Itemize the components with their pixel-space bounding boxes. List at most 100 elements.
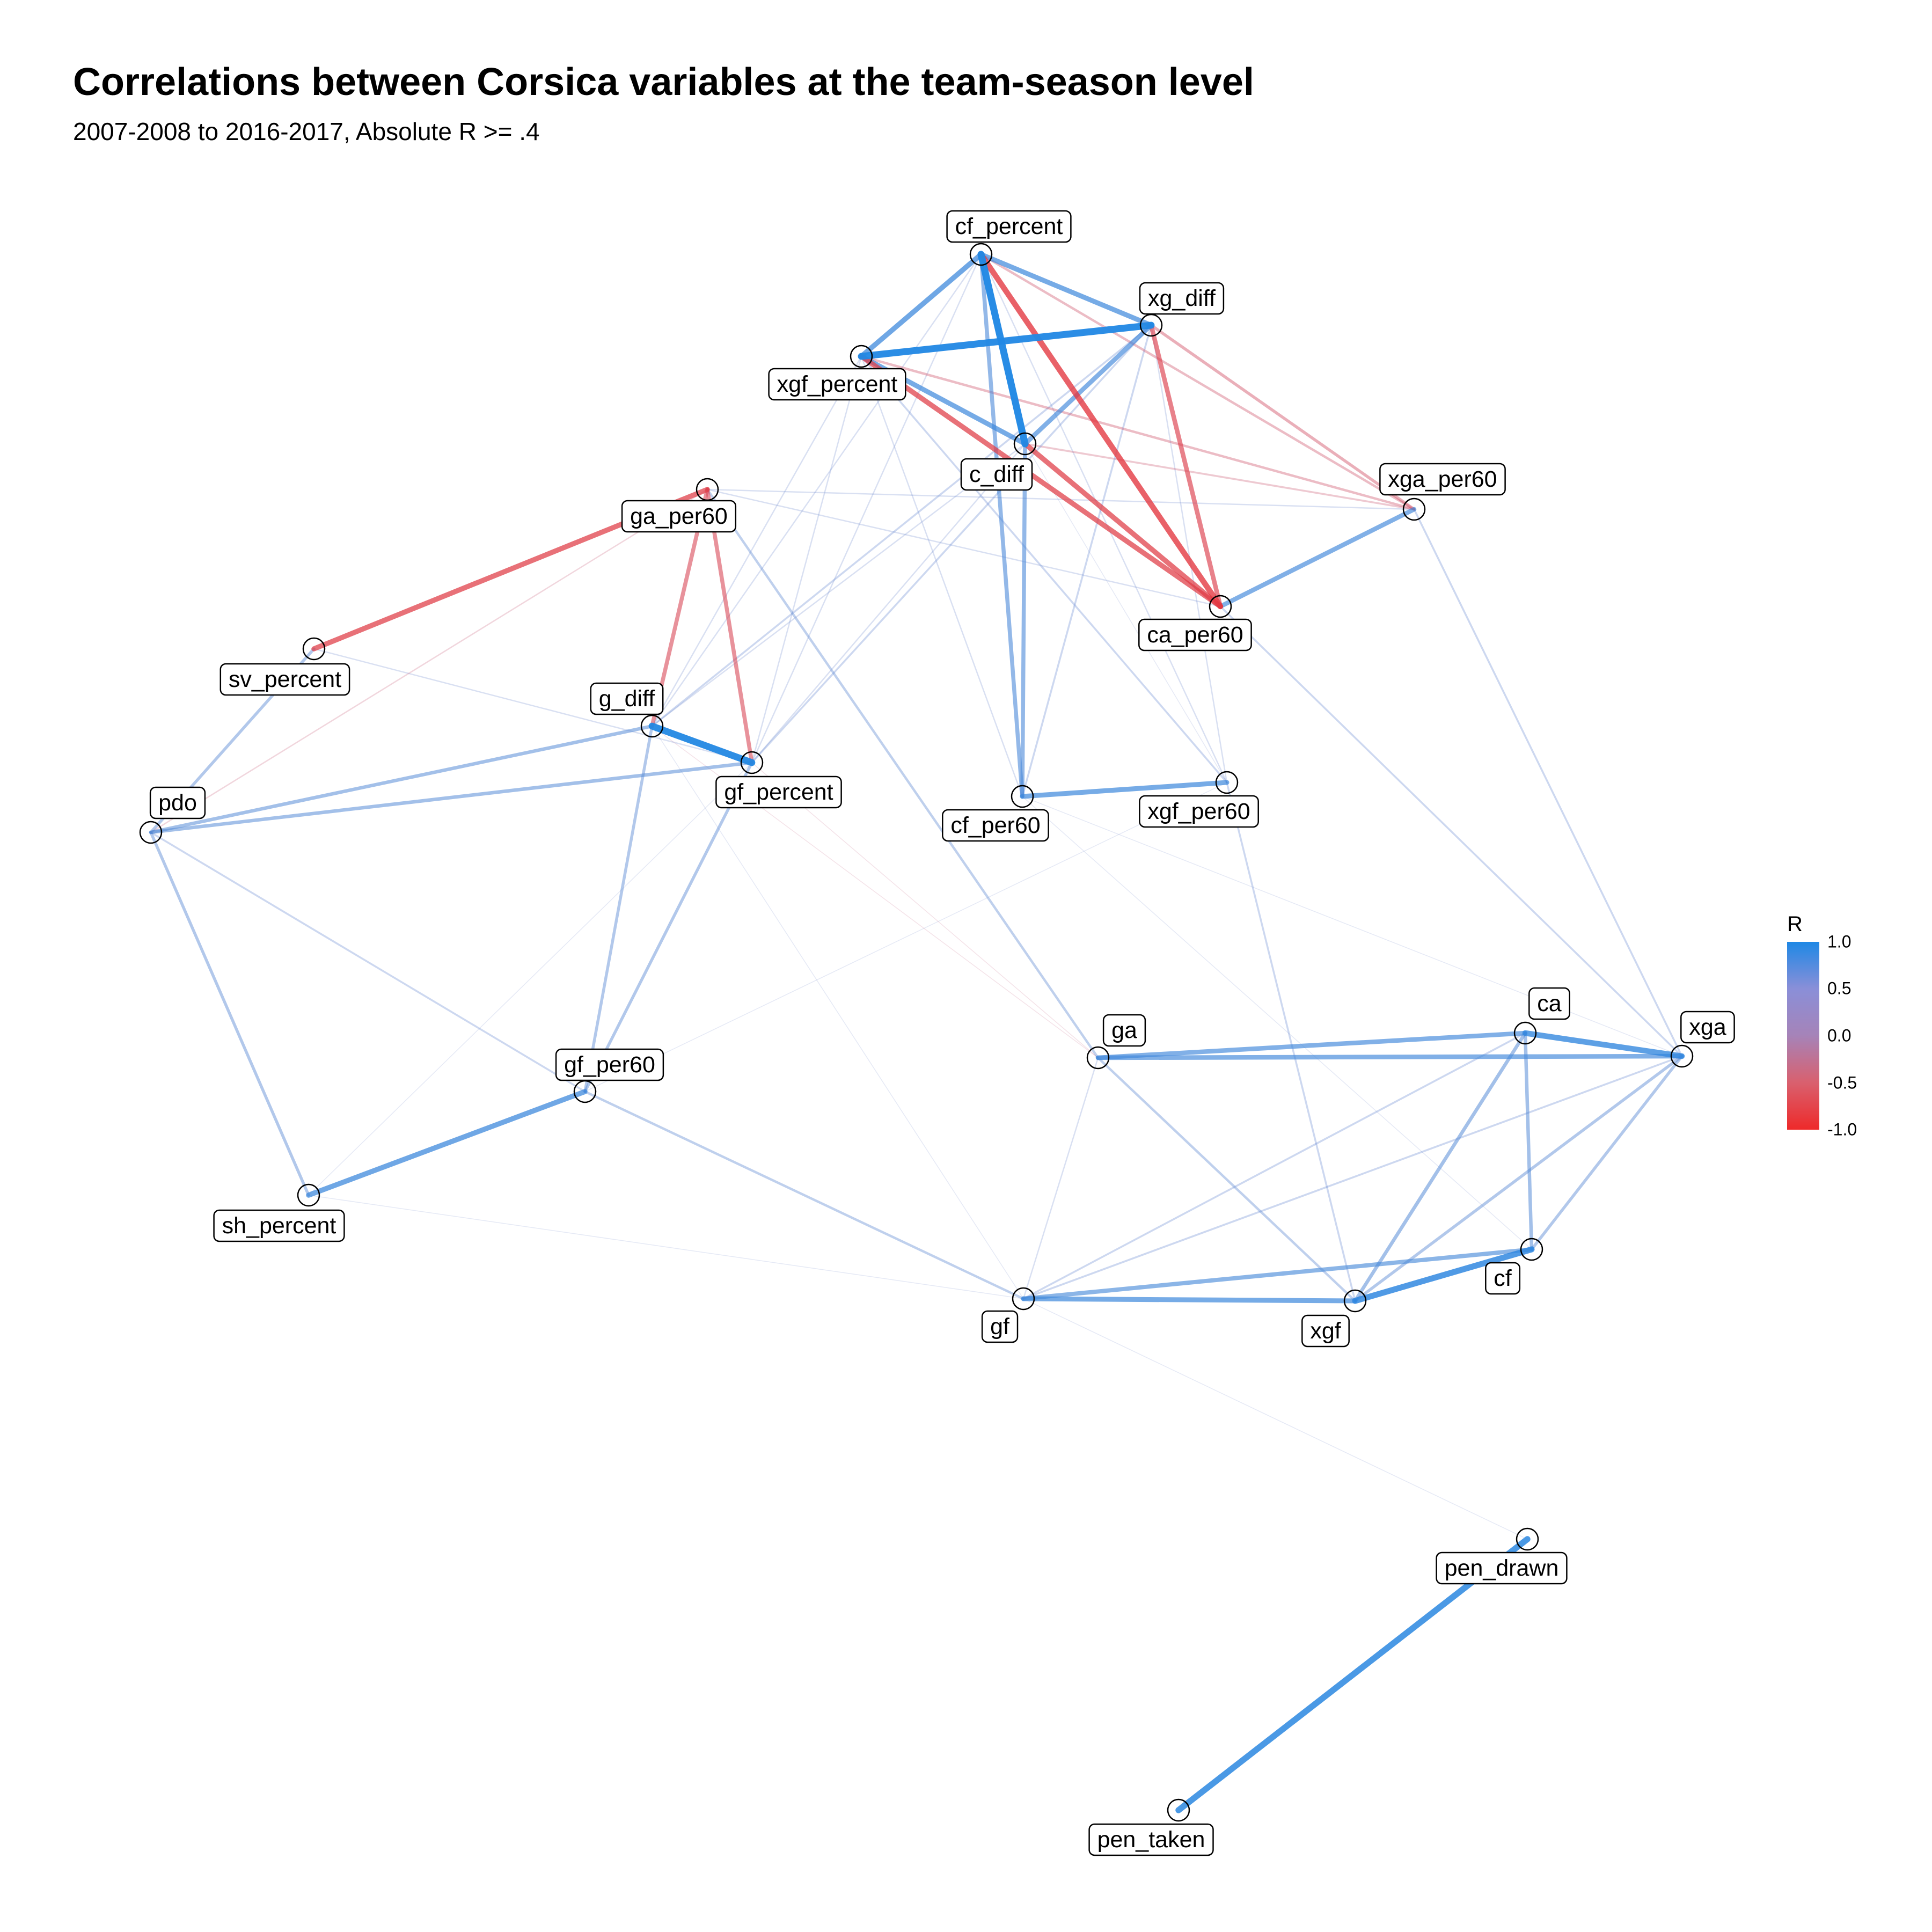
node-label-box: [715, 775, 842, 809]
node-label-text: g_diff: [599, 686, 655, 712]
node-label-xgf_percent: xgf_percent: [768, 368, 906, 401]
node-label-ga_per60: ga_per60: [621, 500, 737, 533]
edge-xgf-cf: [1352, 1246, 1535, 1304]
edge-xga-cf_per60: [1022, 796, 1682, 1057]
edge-g_diff-gf_per60: [583, 724, 654, 1093]
edge-sv_percent-gf_percent: [313, 648, 753, 764]
edge-xg_diff-gf_percent: [751, 324, 1152, 764]
node-label-pen_drawn: pen_drawn: [1436, 1552, 1568, 1585]
edge-xgf_percent-xga_per60: [860, 355, 1416, 511]
nodes-layer: [139, 243, 1694, 1822]
edge-pdo-sh_percent: [149, 831, 310, 1197]
node-label-text: xgf: [1310, 1318, 1341, 1344]
node-cf_per60: [1011, 785, 1034, 808]
edge-ga-xgf: [1096, 1056, 1357, 1302]
node-label-box: [960, 458, 1033, 491]
node-label-text: cf: [1494, 1265, 1512, 1291]
node-label-box: [1139, 282, 1225, 315]
node-label-text: xg_diff: [1148, 286, 1216, 311]
node-xgf: [1343, 1289, 1367, 1313]
legend-tick: 1.0: [1819, 932, 1851, 952]
node-label-xga_per60: xga_per60: [1379, 463, 1506, 496]
node-label-text: gf: [990, 1314, 1010, 1340]
edge-gf-pen_drawn: [1023, 1298, 1528, 1540]
node-label-text: xgf_per60: [1147, 799, 1250, 824]
node-sh_percent: [297, 1183, 320, 1207]
node-label-ga: ga: [1102, 1014, 1146, 1047]
node-g_diff: [640, 714, 664, 738]
node-label-box: [219, 663, 350, 696]
edge-sh_percent-gf_percent: [308, 762, 752, 1196]
edge-c_diff-xgf_per60: [1024, 443, 1227, 783]
node-label-box: [1088, 1823, 1214, 1856]
node-label-box: [213, 1209, 345, 1242]
edge-pdo-gf_per60: [150, 831, 586, 1093]
edge-ca_per60-xga_per60: [1218, 507, 1417, 609]
chart-title: Correlations between Corsica variables a…: [73, 61, 1254, 104]
node-label-box: [1138, 618, 1252, 652]
edge-cf_percent-xga_per60: [979, 253, 1416, 511]
edge-ga-g_diff: [652, 726, 1099, 1058]
edge-cf_percent-ca_per60: [978, 251, 1224, 610]
node-label-box: [1139, 795, 1259, 828]
node-pen_taken: [1167, 1798, 1190, 1822]
edge-ca-xga: [1522, 1030, 1685, 1059]
node-label-ca: ca: [1528, 987, 1570, 1020]
node-label-box: [1528, 987, 1570, 1020]
node-label-box: [149, 786, 206, 819]
edge-cf_per60-xgf_per60: [1020, 780, 1230, 799]
node-cf_percent: [969, 243, 993, 266]
labels-layer: cf_percent xg_diff xgf_percent c_diff ga_per…: [149, 210, 1735, 1856]
node-label-g_diff: g_diff: [590, 682, 664, 715]
node-label-text: ga_per60: [630, 503, 728, 529]
edge-xgf_percent-xgf_per60: [860, 355, 1228, 784]
node-label-text: xgf_percent: [777, 371, 898, 397]
node-label-box: [555, 1048, 664, 1081]
node-label-box: [942, 809, 1049, 842]
edge-xgf_per60-xgf: [1226, 781, 1356, 1302]
legend-tick: -1.0: [1819, 1119, 1857, 1139]
edge-ca_per60-xga: [1219, 605, 1683, 1057]
node-pen_drawn: [1516, 1527, 1539, 1551]
node-label-text: gf_per60: [564, 1052, 655, 1078]
edge-gf-cf: [1021, 1247, 1534, 1301]
edge-xga-gf: [1022, 1055, 1683, 1300]
node-ga: [1086, 1046, 1110, 1070]
node-c_diff: [1013, 432, 1037, 456]
edge-ga-ca: [1095, 1030, 1528, 1060]
node-label-xga: xga: [1680, 1011, 1735, 1044]
node-xgf_percent: [850, 345, 873, 368]
edge-ca-gf: [1022, 1032, 1526, 1300]
edge-gf_percent-ga: [751, 762, 1099, 1058]
edge-xgf_percent-g_diff: [651, 355, 862, 727]
node-label-text: pdo: [158, 790, 197, 816]
edge-ga-gf: [1022, 1057, 1099, 1300]
edge-pdo-gf_percent: [149, 760, 754, 835]
node-label-text: sv_percent: [229, 667, 341, 692]
node-label-gf_percent: gf_percent: [715, 775, 842, 809]
edge-c_diff-gf_percent: [751, 443, 1026, 764]
node-label-box: [946, 210, 1072, 243]
node-label-box: [981, 1310, 1019, 1343]
edge-ga-xga: [1095, 1053, 1685, 1060]
node-label-pdo: pdo: [149, 786, 206, 819]
node-ca_per60: [1209, 595, 1232, 618]
node-label-text: c_diff: [969, 462, 1024, 487]
node-label-text: cf_percent: [955, 214, 1063, 239]
edge-gf_per60-gf: [583, 1090, 1025, 1300]
edge-xgf_percent-xg_diff: [858, 321, 1155, 360]
edge-xg_diff-cf_per60: [1021, 324, 1152, 797]
node-label-text: xga: [1689, 1014, 1726, 1040]
node-label-sv_percent: sv_percent: [219, 663, 350, 696]
edge-c_diff-cf_per60: [1020, 442, 1027, 799]
edge-xg_diff-ca_per60: [1148, 323, 1223, 609]
node-label-box: [1379, 463, 1506, 496]
node-label-pen_taken: pen_taken: [1088, 1823, 1214, 1856]
node-label-text: sh_percent: [222, 1213, 336, 1239]
edge-xg_diff-xga_per60: [1150, 324, 1416, 511]
edge-xg_diff-xgf_per60: [1150, 324, 1228, 784]
node-ca: [1513, 1021, 1537, 1045]
edge-sh_percent-gf: [308, 1195, 1024, 1299]
edge-xgf_per60-gf_per60: [584, 782, 1227, 1092]
edge-ca-cf: [1523, 1031, 1534, 1252]
